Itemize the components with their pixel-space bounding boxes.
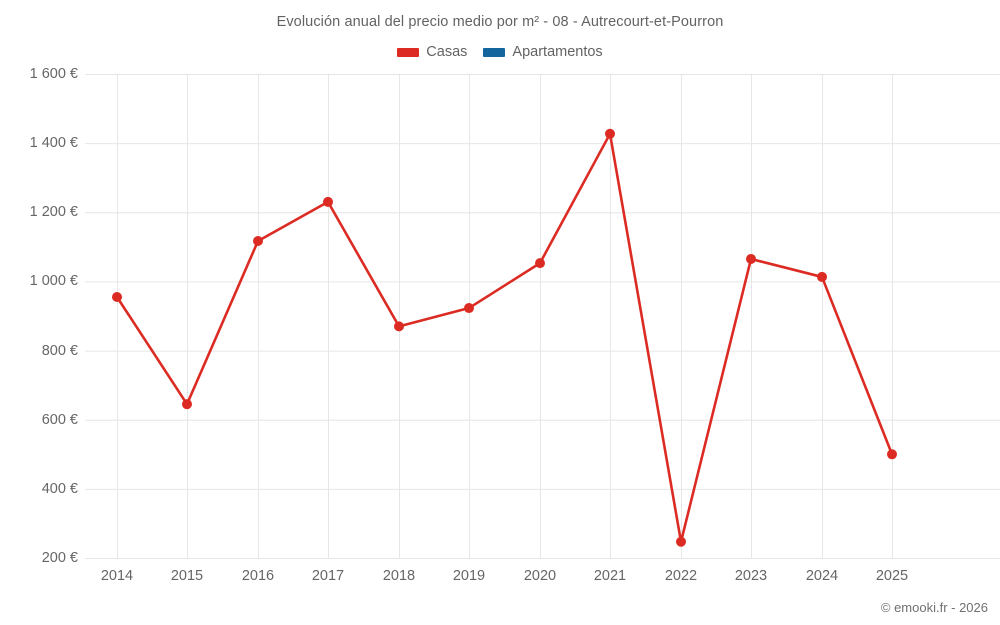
legend-item-casas[interactable]: Casas <box>397 44 467 60</box>
x-tick-label: 2015 <box>170 568 204 584</box>
y-tick-label: 200 € <box>41 550 78 566</box>
x-tick-label: 2018 <box>382 568 416 584</box>
legend-item-apartamentos[interactable]: Apartamentos <box>483 44 603 60</box>
x-tick-label: 2017 <box>311 568 345 584</box>
legend-swatch-apartamentos <box>483 47 506 57</box>
x-tick-label: 2016 <box>241 568 275 584</box>
copyright-credit: © emooki.fr - 2026 <box>880 600 988 615</box>
y-tick-label: 1 000 € <box>29 273 78 290</box>
x-tick-label: 2022 <box>664 568 698 584</box>
y-tick-label: 400 € <box>41 480 78 497</box>
chart-legend: Casas Apartamentos <box>0 44 1000 60</box>
chart-gridlines <box>85 74 1000 559</box>
y-tick-label: 800 € <box>41 342 78 359</box>
y-tick-label: 600 € <box>41 411 78 428</box>
chart-series-layer <box>112 128 897 547</box>
legend-label-apartamentos: Apartamentos <box>512 44 603 60</box>
plot-area <box>85 74 1000 559</box>
legend-swatch-casas <box>397 47 420 57</box>
x-tick-label: 2020 <box>523 568 557 584</box>
y-tick-label: 1 600 € <box>29 66 78 82</box>
y-axis: 200 € 400 € 600 € 800 € 1 000 € 1 200 € 1 400 … <box>0 0 78 625</box>
x-tick-label: 2019 <box>452 568 486 584</box>
x-tick-label: 2024 <box>805 568 839 584</box>
chart-title: Evolución anual del precio medio por m² … <box>276 14 724 30</box>
y-tick-label: 1 400 € <box>29 135 78 152</box>
y-tick-label: 1 200 € <box>29 204 78 221</box>
x-tick-label: 2014 <box>100 568 134 584</box>
x-tick-label: 2023 <box>734 568 768 584</box>
legend-label-casas: Casas <box>426 44 468 60</box>
x-tick-label: 2025 <box>875 568 909 584</box>
x-tick-label: 2021 <box>593 568 627 584</box>
